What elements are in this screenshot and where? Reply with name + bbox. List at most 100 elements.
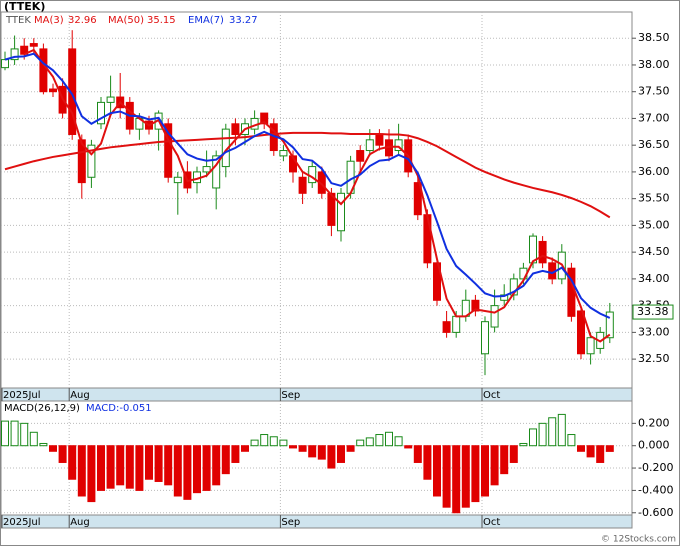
legend-value: 32.96	[68, 15, 97, 26]
macd-bar	[557, 413, 566, 447]
macd-bar	[20, 422, 29, 447]
macd-bar	[68, 445, 77, 480]
macd-bar	[567, 434, 576, 447]
macd-bar	[298, 445, 307, 452]
macd-bar	[135, 445, 144, 491]
candle-body	[173, 176, 182, 184]
macd-title: MACD(26,12,9)	[4, 403, 80, 414]
macd-bar	[356, 439, 365, 447]
macd-bar	[375, 434, 384, 447]
candle-body	[471, 299, 480, 312]
macd-bar	[116, 445, 125, 486]
price-tag	[632, 304, 674, 320]
watermark: © 12Stocks.com	[601, 535, 676, 545]
macd-bar	[596, 445, 605, 463]
candle-body	[375, 133, 384, 146]
candle-body	[356, 150, 365, 162]
y-tick-label: 0.000	[638, 439, 670, 452]
x-tick-label: 2025Jul	[3, 390, 41, 401]
macd-bar	[442, 445, 451, 508]
candle-body	[212, 155, 221, 189]
macd-bar	[29, 431, 38, 447]
price-panel	[0, 11, 633, 389]
x-axis-strip	[0, 514, 633, 529]
candle-body	[337, 192, 345, 232]
candle-body	[452, 315, 461, 333]
macd-bar	[77, 445, 86, 497]
macd-bar	[538, 422, 547, 447]
macd-panel	[0, 400, 633, 516]
macd-bar	[605, 445, 614, 452]
candle-body	[327, 192, 336, 226]
candle-body	[586, 337, 595, 355]
macd-bar	[39, 442, 48, 447]
macd-current: MACD:-0.051	[86, 403, 152, 414]
price-tag-label: 33.38	[637, 305, 669, 318]
candle-body	[577, 310, 585, 355]
candle-body	[10, 48, 19, 61]
candle-body	[39, 48, 48, 93]
ma-line	[23, 48, 611, 343]
legend-symbol: TTEK	[5, 15, 31, 26]
legend-value: 35.15	[147, 15, 176, 26]
candle-body	[202, 166, 211, 173]
macd-bar	[519, 442, 528, 447]
macd-bar	[1, 420, 9, 447]
x-tick-label: Aug	[70, 390, 90, 401]
y-tick-label: 36.00	[638, 165, 670, 178]
macd-bar	[231, 445, 240, 463]
y-tick-label: 37.00	[638, 111, 670, 124]
y-tick-label: 33.00	[638, 325, 670, 338]
candle-body	[164, 123, 173, 178]
y-tick-label: 34.00	[638, 272, 670, 285]
ma-line	[4, 52, 611, 319]
y-tick-label: 32.50	[638, 352, 670, 365]
macd-bar	[308, 445, 317, 458]
macd-bar	[221, 445, 230, 475]
ma-line	[4, 131, 611, 219]
macd-bar	[337, 445, 345, 463]
macd-bar	[202, 445, 211, 491]
candle-body	[605, 311, 614, 339]
macd-bar	[87, 445, 96, 503]
candle-body	[279, 150, 288, 157]
candle-body	[365, 139, 374, 152]
macd-bar	[586, 445, 595, 458]
candle-body	[442, 321, 451, 333]
candle-body	[260, 112, 269, 125]
x-tick-label: Sep	[281, 390, 300, 401]
candle-body	[538, 240, 547, 264]
macd-bar	[10, 420, 19, 447]
macd-bar	[413, 445, 422, 463]
macd-bar	[433, 445, 441, 497]
candle-body	[481, 321, 489, 355]
candle-body	[413, 182, 422, 216]
y-tick-label: -0.600	[638, 506, 673, 519]
macd-bar	[164, 445, 173, 486]
candle-body	[97, 101, 105, 125]
macd-bar	[509, 445, 518, 463]
y-tick-label: 35.50	[638, 192, 670, 205]
macd-bar	[125, 445, 134, 489]
macd-bar	[279, 439, 288, 447]
macd-bar	[193, 445, 201, 494]
y-tick-label: -0.400	[638, 483, 673, 496]
y-tick-label: 38.00	[638, 58, 670, 71]
x-axis-strip	[0, 387, 633, 402]
macd-bar	[577, 445, 585, 452]
macd-bar	[529, 428, 537, 447]
legend-label: EMA(7)	[188, 15, 224, 26]
y-tick-label: 37.50	[638, 85, 670, 98]
candle-body	[423, 214, 432, 264]
x-tick-label: Aug	[70, 517, 90, 528]
macd-bar	[548, 417, 557, 447]
candle-body	[490, 305, 499, 328]
macd-bar	[269, 436, 278, 447]
candle-body	[298, 176, 307, 194]
macd-bar	[346, 445, 355, 452]
candle-body	[1, 59, 9, 69]
macd-bar	[241, 445, 249, 452]
macd-bar	[260, 434, 269, 447]
candle-body	[87, 144, 96, 178]
macd-bar	[289, 445, 297, 449]
